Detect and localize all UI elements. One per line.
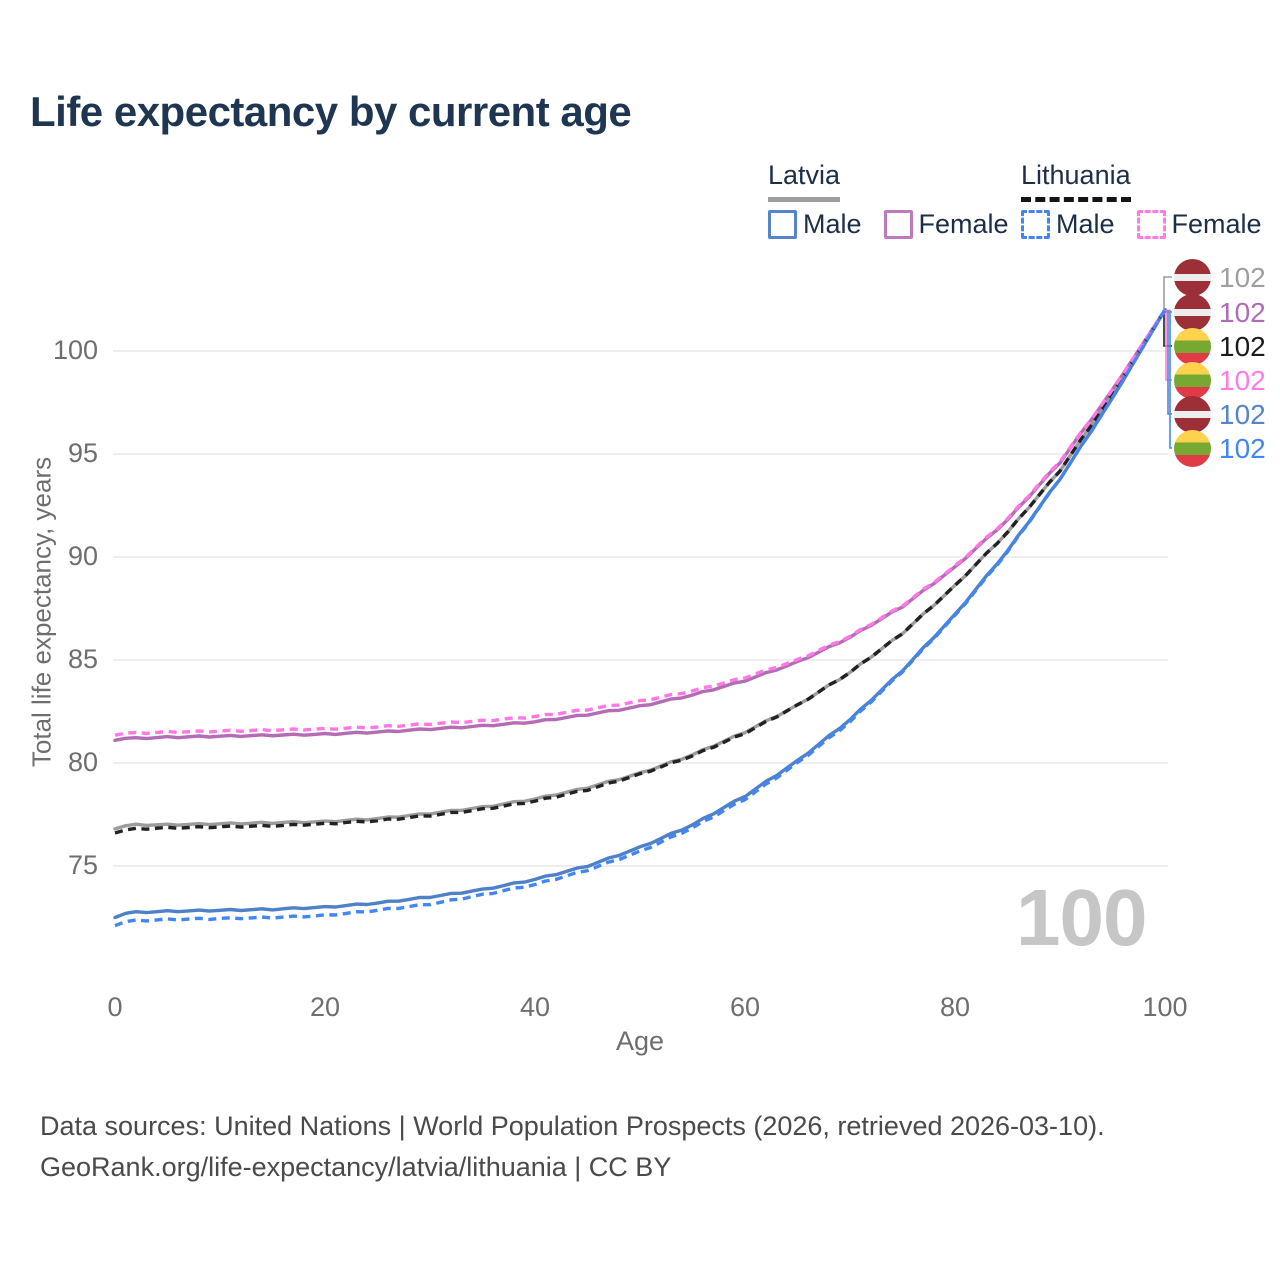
footer-attribution: GeoRank.org/life-expectancy/latvia/lithu… <box>40 1152 672 1182</box>
y-tick-label-80: 80 <box>67 747 98 777</box>
x-tick-label-60: 60 <box>729 992 761 1022</box>
y-tick-label-100: 100 <box>52 335 98 365</box>
end-value-lithuania-female: 102 <box>1219 364 1266 396</box>
leader-lithuania-male <box>1169 309 1172 449</box>
page-title: Life expectancy by current age <box>30 88 632 135</box>
lithuania-female-swatch-icon <box>1136 210 1166 239</box>
legend-item-lithuania-female[interactable]: Female <box>1136 209 1262 240</box>
legend-title-latvia[interactable]: Latvia <box>768 160 841 202</box>
legend-group-latvia: Latvia Male Female <box>768 160 1009 240</box>
end-value-latvia: 102 <box>1219 261 1266 293</box>
leader-latvia <box>1163 276 1172 310</box>
x-tick-label-40: 40 <box>519 992 551 1022</box>
latvia-flag-icon <box>1174 259 1211 296</box>
lithuania-flag-icon <box>1174 362 1211 399</box>
series-line-lithuania-female <box>114 308 1167 737</box>
legend-label: Female <box>1171 209 1262 239</box>
latvia-male-swatch-icon <box>768 210 797 239</box>
series-line-lithuania <box>114 308 1167 835</box>
legend-item-lithuania-male[interactable]: Male <box>1021 209 1115 240</box>
y-tick-label-85: 85 <box>67 644 98 674</box>
end-value-lithuania: 102 <box>1219 330 1266 362</box>
footer: Data sources: United Nations | World Pop… <box>40 1106 1105 1188</box>
legend-label: Female <box>918 209 1009 239</box>
legend-label: Male <box>1056 209 1115 239</box>
legend-item-latvia-female[interactable]: Female <box>883 209 1009 240</box>
legend-title-lithuania[interactable]: Lithuania <box>1021 160 1131 202</box>
latvia-female-swatch-icon <box>883 210 913 239</box>
x-tick-label-0: 0 <box>107 992 123 1022</box>
end-label-latvia-female: 102 <box>1174 294 1266 331</box>
end-label-lithuania: 102 <box>1174 328 1266 365</box>
legend-label: Male <box>803 209 862 239</box>
series-line-latvia-male <box>113 308 1167 920</box>
x-tick-label-100: 100 <box>1142 992 1188 1022</box>
legend-items-latvia: Male Female <box>768 209 1009 240</box>
x-axis-title: Age <box>615 1026 665 1056</box>
y-tick-label-95: 95 <box>67 438 98 468</box>
footer-sources: Data sources: United Nations | World Pop… <box>40 1111 1105 1141</box>
series-line-latvia-female <box>113 308 1167 742</box>
age-watermark: 100 <box>1016 873 1147 962</box>
end-value-latvia-female: 102 <box>1219 296 1266 328</box>
lithuania-flag-icon <box>1174 430 1211 467</box>
series-line-latvia <box>113 308 1167 831</box>
latvia-flag-icon <box>1174 396 1211 433</box>
end-value-latvia-male: 102 <box>1219 398 1266 430</box>
lithuania-male-swatch-icon <box>1021 210 1050 239</box>
x-tick-label-20: 20 <box>309 992 341 1022</box>
x-tick-label-80: 80 <box>939 992 971 1022</box>
lithuania-flag-icon <box>1174 328 1211 365</box>
y-tick-label-75: 75 <box>67 850 98 880</box>
end-value-lithuania-male: 102 <box>1219 432 1266 464</box>
y-tick-label-90: 90 <box>67 541 98 571</box>
legend-items-lithuania: Male Female <box>1021 209 1262 240</box>
end-label-latvia-male: 102 <box>1174 396 1266 433</box>
y-axis-title: Total life expectancy, years <box>26 456 57 768</box>
end-label-lithuania-male: 102 <box>1174 430 1266 467</box>
end-label-lithuania-female: 102 <box>1174 362 1266 399</box>
end-label-latvia: 102 <box>1174 259 1266 296</box>
legend-item-latvia-male[interactable]: Male <box>768 209 862 240</box>
leader-lithuania-female <box>1165 309 1172 381</box>
latvia-flag-icon <box>1174 294 1211 331</box>
series-line-lithuania-male <box>114 308 1167 928</box>
legend-group-lithuania: Lithuania Male Female <box>1021 160 1262 240</box>
